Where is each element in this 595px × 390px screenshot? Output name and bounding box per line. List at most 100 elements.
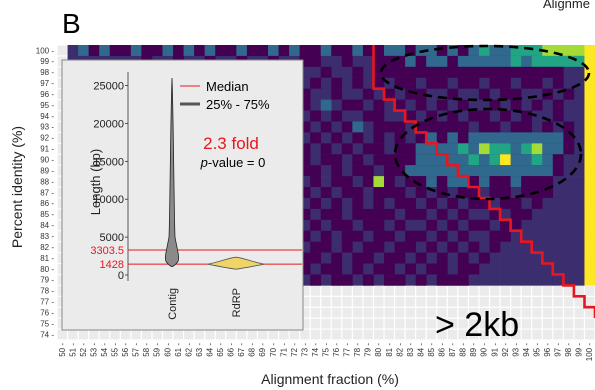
heatmap-base-cell — [542, 197, 554, 210]
heatmap-cell — [384, 230, 395, 242]
heatmap-cell — [542, 187, 554, 199]
heatmap-cell — [426, 110, 438, 122]
heatmap-base-cell — [552, 252, 564, 264]
x-tick-label: 50 - — [58, 343, 67, 357]
heatmap-cell — [468, 165, 480, 177]
heatmap-cell — [394, 66, 406, 79]
heatmap-base-cell — [563, 99, 575, 111]
heatmap-base-cell — [405, 99, 416, 111]
x-tick-label: 91 - — [490, 343, 499, 357]
empty-cell — [310, 307, 321, 318]
heatmap-cell — [531, 143, 543, 155]
empty-cell — [553, 285, 563, 296]
heatmap-cell — [489, 99, 501, 111]
heatmap-base-cell — [394, 208, 406, 221]
heatmap-cell — [267, 45, 279, 57]
heatmap-cell — [130, 45, 142, 57]
heatmap-cell — [405, 88, 416, 100]
heatmap-cell — [384, 66, 395, 79]
heatmap-cell — [405, 263, 416, 275]
heatmap-cell — [521, 143, 533, 155]
heatmap-cell — [405, 176, 416, 188]
inset-y-tick: 25000 — [93, 81, 124, 93]
heatmap-base-cell — [521, 241, 533, 253]
empty-cell — [173, 329, 183, 340]
heatmap-base-cell — [521, 219, 533, 232]
heatmap-cell — [478, 55, 490, 68]
violin-contig — [164, 77, 180, 268]
heatmap-cell — [563, 143, 575, 155]
heatmap-cell — [573, 45, 585, 57]
empty-cell — [553, 329, 563, 340]
heatmap-base-cell — [457, 88, 469, 100]
heatmap-cell — [447, 165, 459, 177]
heatmap-base-cell — [510, 230, 522, 242]
heatmap-cell — [542, 55, 554, 68]
empty-cell — [300, 329, 310, 340]
heatmap-base-cell — [415, 197, 427, 210]
y-tick-label: 74 - — [40, 330, 54, 339]
empty-cell — [152, 329, 162, 340]
heatmap-cell — [331, 252, 343, 264]
heatmap-cell — [552, 143, 564, 155]
heatmap-cell — [362, 110, 374, 122]
empty-cell — [490, 307, 500, 318]
empty-cell — [342, 307, 352, 318]
empty-cell — [321, 307, 331, 318]
heatmap-cell — [341, 143, 353, 155]
heatmap-cell — [542, 154, 554, 166]
heatmap-cell — [542, 66, 554, 79]
heatmap-base-cell — [320, 55, 332, 68]
y-tick-label: 94 - — [40, 112, 54, 121]
heatmap-base-cell — [331, 230, 343, 242]
heatmap-cell — [341, 241, 353, 253]
heatmap-cell — [183, 45, 195, 57]
heatmap-cell — [584, 241, 595, 253]
heatmap-cell — [552, 45, 564, 57]
heatmap-cell — [299, 99, 311, 111]
heatmap-base-cell — [500, 252, 511, 264]
heatmap-cell — [563, 132, 575, 144]
heatmap-cell — [436, 230, 448, 242]
empty-cell — [194, 329, 205, 340]
heatmap-cell — [299, 165, 311, 177]
heatmap-cell — [457, 252, 469, 264]
heatmap-cell — [531, 176, 543, 188]
heatmap-base-cell — [310, 88, 322, 100]
empty-cell — [447, 318, 458, 329]
heatmap-cell — [521, 132, 533, 144]
heatmap-cell — [373, 132, 385, 144]
heatmap-cell — [500, 55, 511, 68]
heatmap-base-cell — [362, 154, 374, 166]
heatmap-base-cell — [552, 121, 564, 133]
heatmap-cell — [373, 77, 385, 90]
heatmap-base-cell — [552, 208, 564, 221]
empty-cell — [447, 285, 458, 296]
heatmap-base-cell — [362, 121, 374, 133]
heatmap-base-cell — [331, 241, 343, 253]
heatmap-base-cell — [331, 66, 343, 79]
heatmap-base-cell — [394, 176, 406, 188]
inset-y-tick: 0 — [118, 270, 124, 282]
heatmap-cell — [531, 99, 543, 111]
heatmap-base-cell — [468, 252, 480, 264]
heatmap-cell — [447, 241, 459, 253]
empty-cell — [469, 285, 479, 296]
heatmap-base-cell — [426, 230, 438, 242]
heatmap-cell — [331, 165, 343, 177]
heatmap-cell — [215, 45, 227, 57]
empty-cell — [342, 285, 352, 296]
y-tick-label: 84 - — [40, 221, 54, 230]
heatmap-cell — [341, 230, 353, 242]
empty-cell — [363, 296, 373, 307]
heatmap-base-cell — [521, 252, 533, 264]
heatmap-base-cell — [341, 165, 353, 177]
empty-cell — [447, 296, 458, 307]
heatmap-cell — [436, 263, 448, 275]
empty-cell — [268, 329, 278, 340]
heatmap-base-cell — [552, 263, 564, 275]
threshold-annotation: > 2kb — [435, 306, 519, 344]
heatmap-base-cell — [542, 77, 554, 90]
heatmap-base-cell — [447, 187, 459, 199]
heatmap-base-cell — [320, 110, 332, 122]
